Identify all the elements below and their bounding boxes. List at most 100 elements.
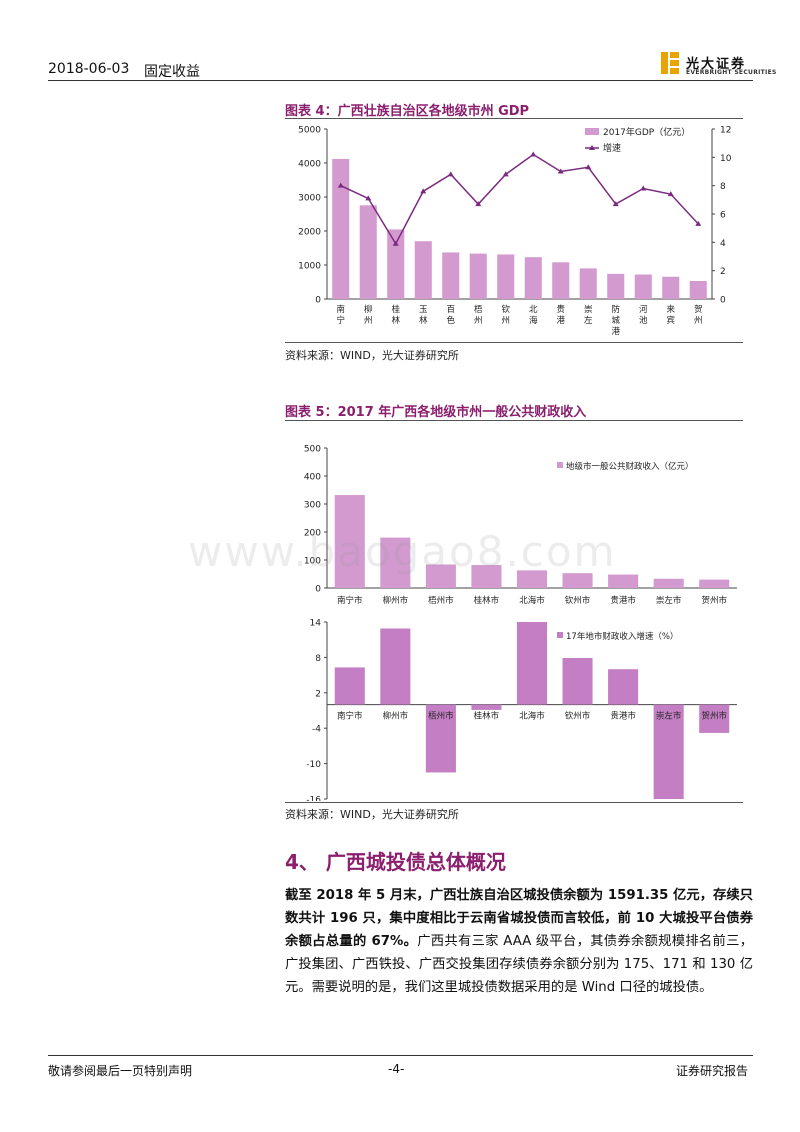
growth-point [337, 182, 344, 188]
watermark: www.baogao8.com [188, 527, 617, 576]
gdp-bar [579, 268, 597, 299]
x-tick-label: 柳 [364, 304, 373, 315]
logo-text: 光大证券 [686, 57, 747, 72]
x-tick-label: 梧州市 [428, 711, 454, 722]
y-tick-label: 2 [315, 689, 321, 699]
gdp-chart: 010002000300040005000024681012南宁柳州桂林玉林百色… [298, 126, 732, 338]
y-tick-label: 0 [315, 585, 321, 595]
x-tick-label: 港 [556, 315, 565, 326]
x-tick-label: 林 [419, 315, 428, 326]
data-bar [516, 570, 548, 588]
x-tick-label: 梧 [474, 304, 483, 315]
x-tick-label: 桂 [391, 304, 400, 315]
x-tick-label: 梧州市 [428, 595, 454, 606]
footer-report-type: 证券研究报告 [676, 1064, 749, 1078]
growth-point [585, 164, 592, 170]
x-tick-label: 州 [364, 316, 373, 326]
y-tick-label-right: 4 [720, 239, 726, 249]
data-bar [608, 574, 639, 588]
x-tick-label: 来 [666, 305, 675, 315]
gdp-bar [469, 253, 487, 299]
data-bar [653, 578, 684, 588]
gdp-bar [414, 241, 432, 299]
growth-point [557, 168, 564, 174]
growth-point [695, 220, 702, 226]
legend-label-gdp: 2017年GDP（亿元） [603, 126, 690, 138]
x-tick-label: 柳州市 [383, 595, 409, 606]
gdp-bar [359, 205, 377, 299]
report-date: 2018-06-03 [48, 61, 130, 77]
figure5-top-rule [285, 420, 743, 421]
x-tick-label: 南宁市 [337, 595, 363, 606]
figure4-bottom-rule [285, 342, 743, 343]
data-bar [334, 667, 365, 705]
data-bar [562, 573, 593, 588]
x-tick-label: 林 [391, 315, 400, 326]
x-tick-label: 贺州市 [701, 711, 727, 722]
y-tick-label-right: 10 [720, 154, 732, 164]
y-tick-label-left: 5000 [298, 126, 321, 136]
x-tick-label: 色 [446, 315, 455, 326]
data-bar [425, 704, 456, 773]
y-tick-label: -16 [306, 796, 321, 802]
figure4-title: 图表 4：广西壮族自治区各地级市州 GDP [285, 104, 530, 119]
y-tick-label: 300 [304, 501, 321, 511]
x-tick-label: 南 [336, 304, 345, 315]
report-category: 固定收益 [144, 64, 200, 80]
y-tick-label-right: 2 [720, 267, 726, 277]
y-tick-label-left: 0 [315, 296, 321, 306]
x-tick-label: 崇左市 [656, 595, 682, 606]
x-tick-label: 崇左市 [656, 711, 682, 722]
data-bar [699, 704, 730, 733]
revenue-chart: 0 100 200 300 400 500 南宁市 柳州市 梧州市 桂林市 北海市 钦州市 贵港市 崇左市… [304, 445, 737, 606]
growth-line [340, 153, 699, 246]
gdp-bar [524, 257, 542, 299]
legend-swatch [557, 462, 563, 468]
data-bar [608, 669, 639, 705]
gdp-bar [387, 229, 405, 299]
figure5-source: 资料来源：WIND，光大证券研究所 [285, 808, 459, 821]
footer-disclaimer: 敬请参阅最后一页特别声明 [48, 1064, 193, 1078]
figure5-bottom-rule [285, 802, 743, 803]
x-tick-label: 池 [639, 315, 648, 326]
x-tick-label: 贵港市 [610, 711, 636, 722]
x-tick-label: 钦 [501, 304, 510, 315]
legend-label-growth: 增速 [603, 142, 621, 154]
growth-point [447, 171, 454, 177]
y-tick-label: 8 [315, 654, 321, 664]
revenue-growth-chart: 14 8 2 -4 -10 -16 南宁市 柳州市 梧州市 桂林市 北海市 钦州市 贵港市 崇左市 贺州市 1… [306, 619, 737, 802]
x-tick-label: 崇 [584, 305, 593, 315]
growth-point [612, 201, 619, 207]
x-tick-label: 贵 [556, 304, 565, 315]
everbright-logo-icon [661, 52, 679, 74]
section-paragraph: 截至 2018 年 5 月末，广西壮族自治区城投债余额为 1591.35 亿元，… [285, 884, 753, 999]
y-tick-label-left: 4000 [298, 160, 321, 170]
data-bar [516, 622, 548, 705]
logo-english-text: EVERBRIGHT SECURITIES [686, 69, 777, 76]
legend-label: 地级市一般公共财政收入（亿元） [566, 461, 694, 472]
x-tick-label: 柳州市 [383, 711, 409, 722]
figure4-top-rule [285, 118, 743, 119]
legend-marker-growth [589, 145, 595, 150]
legend-label: 17年地市财政收入增速（%） [566, 631, 678, 642]
y-tick-label: 500 [304, 445, 321, 455]
legend-swatch [557, 632, 563, 638]
y-tick-label: -4 [312, 725, 321, 735]
x-tick-label: 州 [501, 316, 510, 326]
page-number: -4- [388, 1062, 405, 1076]
legend-swatch-gdp [585, 128, 599, 135]
gdp-bar [332, 158, 350, 299]
growth-point [475, 201, 482, 207]
x-tick-label: 钦州市 [565, 711, 591, 722]
x-tick-label: 港 [611, 326, 620, 337]
x-tick-label: 北海市 [519, 595, 545, 606]
paragraph-bold-lead: 截至 2018 年 5 月末，广西壮族自治区城投债余额为 1591.35 亿元，… [285, 888, 753, 949]
data-bar [425, 564, 456, 588]
gdp-bar [689, 280, 707, 299]
figure5-title: 图表 5：2017 年广西各地级市州一般公共财政收入 [285, 405, 587, 420]
data-bar [334, 495, 365, 588]
y-tick-label-right: 0 [720, 296, 726, 306]
x-tick-label: 北 [529, 305, 538, 315]
gdp-bar [607, 273, 625, 299]
x-tick-label: 桂林市 [474, 595, 500, 606]
